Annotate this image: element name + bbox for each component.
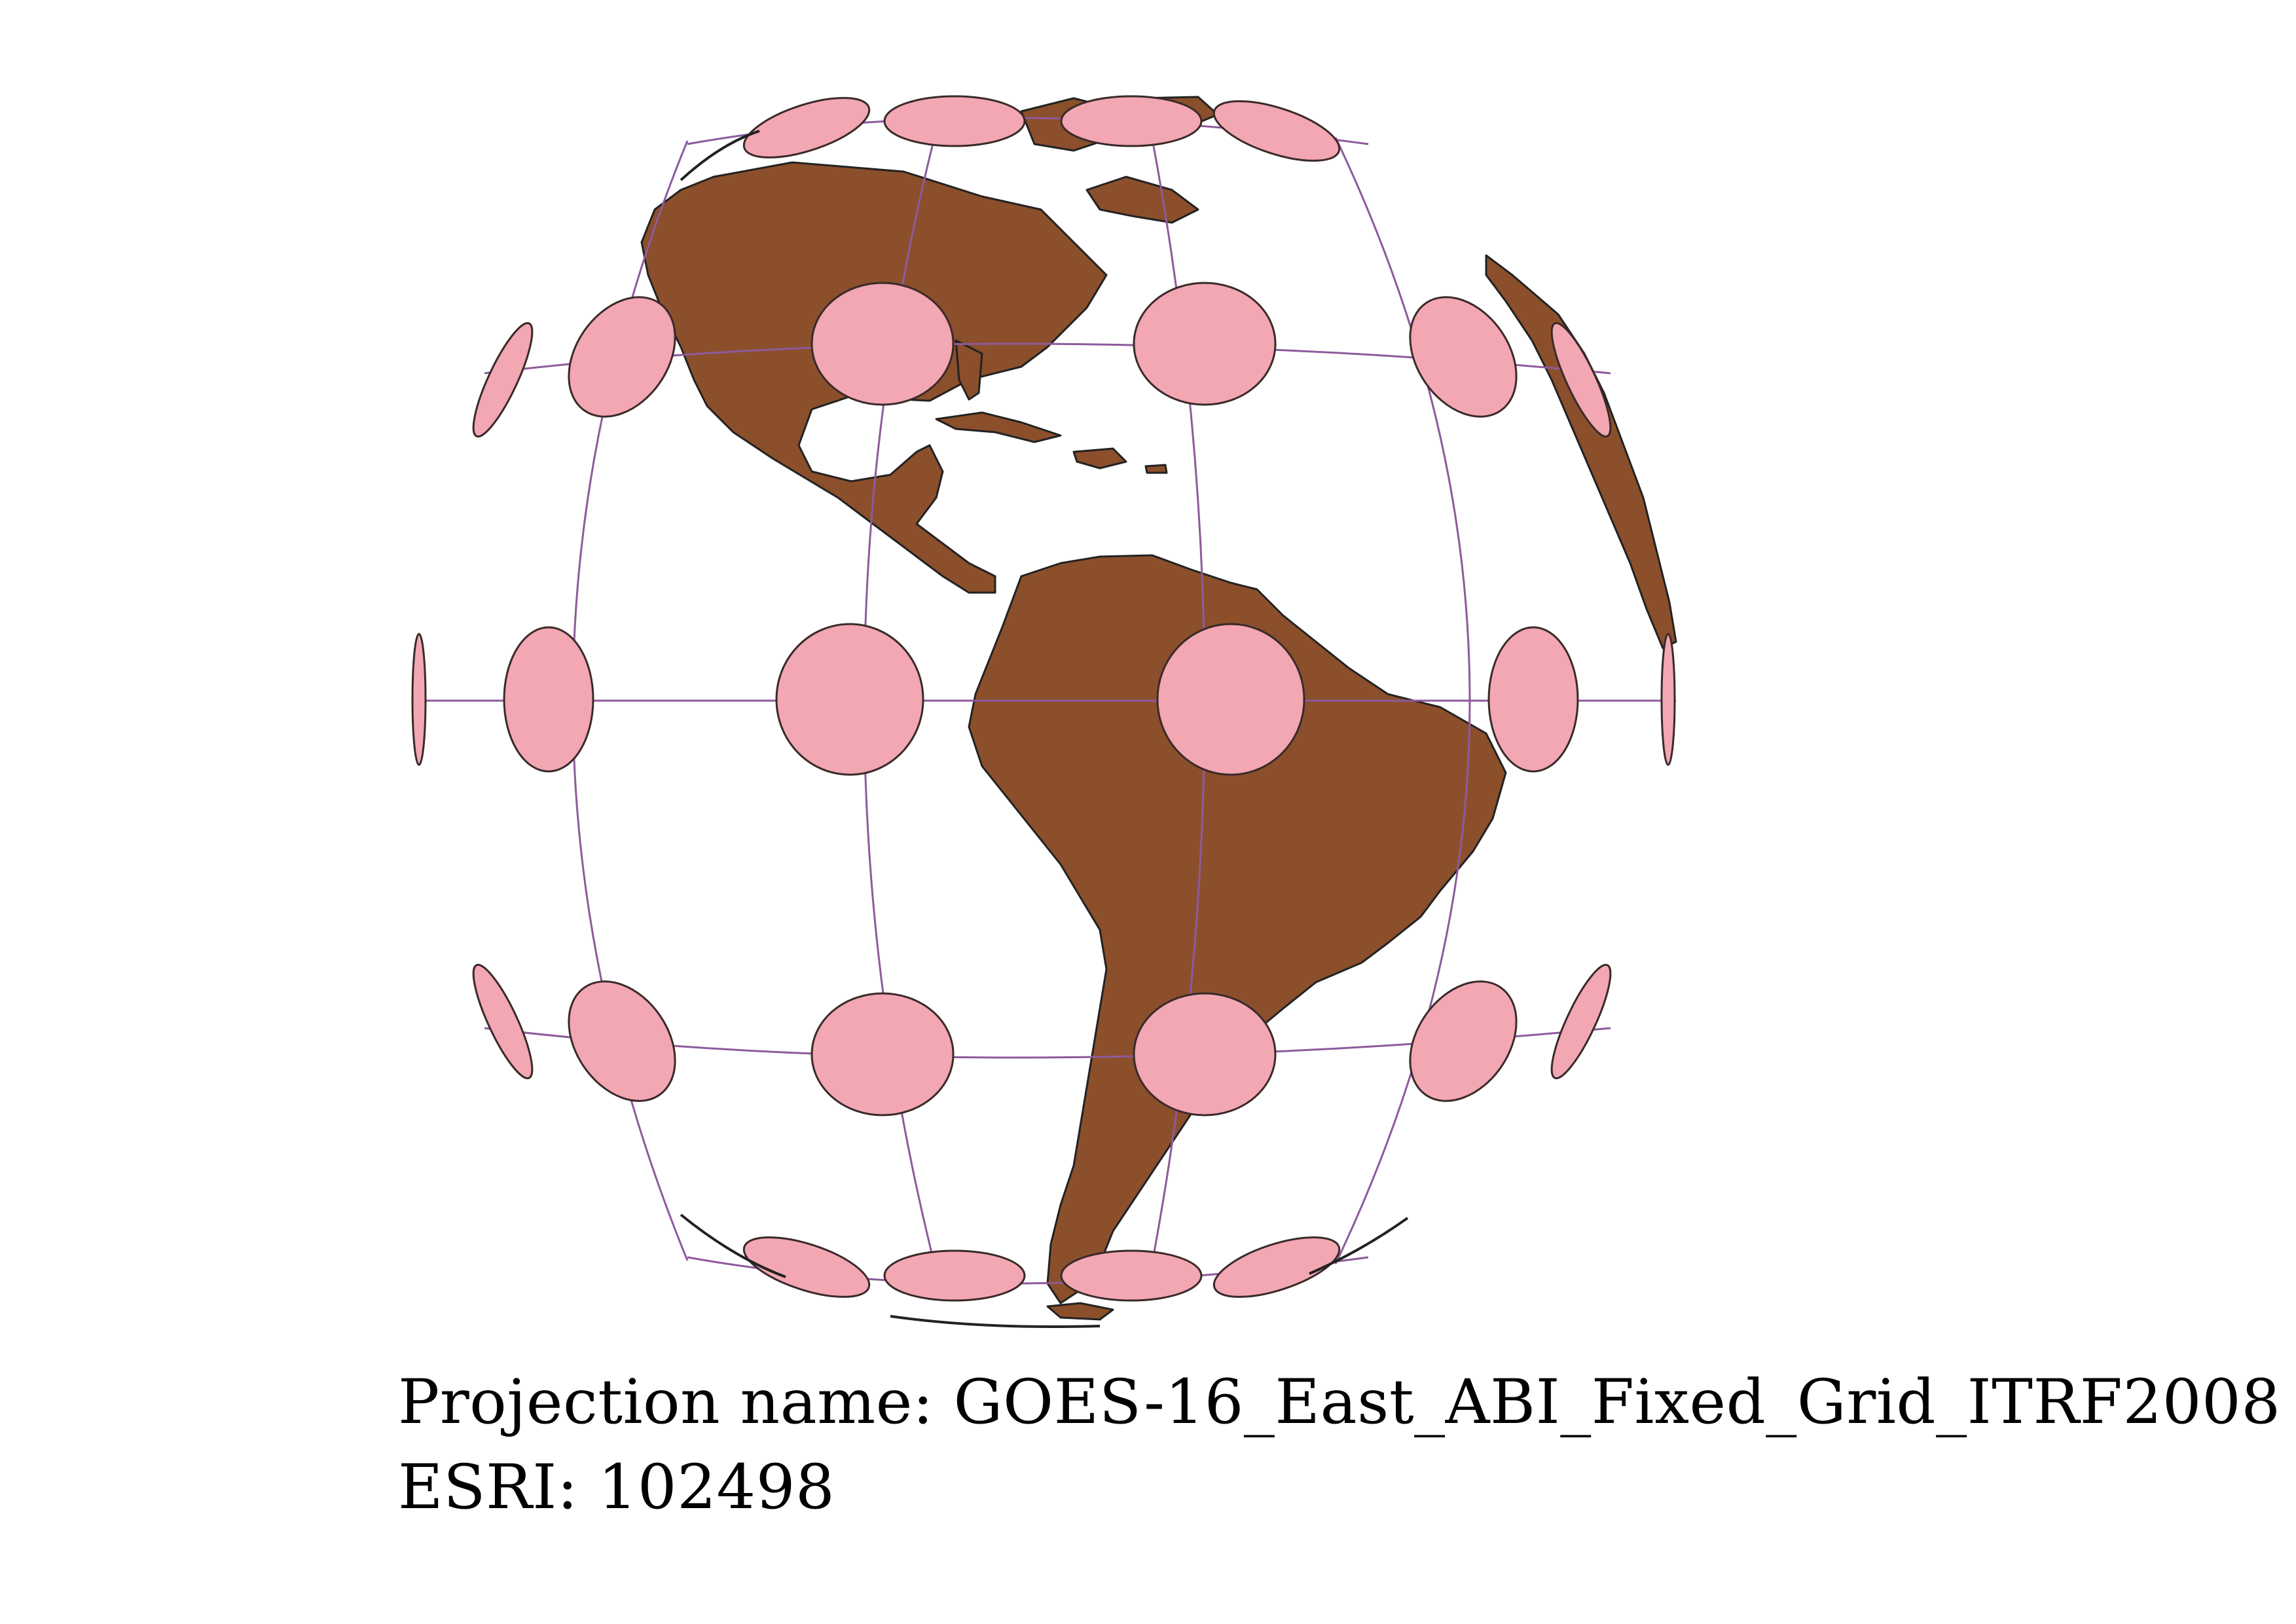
hispaniola-landmass <box>1072 447 1127 470</box>
antarctic-limb-arc-3 <box>1309 1217 1409 1275</box>
tissot-ellipse <box>1660 633 1676 766</box>
tissot-ellipse <box>1409 980 1518 1102</box>
tissot-ellipse <box>1212 100 1341 162</box>
tissot-ellipse <box>1212 1236 1341 1298</box>
code-value: 102498 <box>598 1452 835 1523</box>
tissot-ellipse <box>1060 95 1203 147</box>
meridian-line-neg45 <box>1334 137 1471 1264</box>
projection-caption: Projection name: GOES-16_East_ABI_Fixed_… <box>398 1372 2281 1433</box>
tissot-ellipse <box>775 623 924 776</box>
tissot-ellipse <box>1550 963 1612 1080</box>
projection-label: Projection name: <box>398 1367 934 1438</box>
iberia-sliver <box>1485 254 1677 650</box>
arctic-limb-arc <box>680 130 760 181</box>
antarctic-limb-arc <box>680 1213 786 1278</box>
tissot-ellipse <box>883 95 1026 147</box>
tissot-ellipse <box>883 1249 1026 1302</box>
tissot-ellipse <box>1487 626 1579 773</box>
tissot-ellipse <box>1550 322 1612 438</box>
code-label: ESRI: <box>398 1452 579 1523</box>
tissot-ellipse <box>742 1236 871 1298</box>
labrador-coast <box>1085 175 1199 224</box>
tissot-ellipse <box>1156 623 1305 776</box>
south-america-landmass <box>968 554 1507 1304</box>
florida-landmass <box>955 339 983 401</box>
tissot-ellipse <box>1133 282 1277 406</box>
tissot-ellipse <box>568 296 676 418</box>
limb-arcs <box>680 130 1409 1328</box>
cuba-landmass <box>935 411 1062 443</box>
tissot-layer <box>411 95 1676 1302</box>
land-layer <box>640 96 1677 1321</box>
puerto-rico-landmass <box>1144 464 1168 474</box>
tissot-ellipse <box>503 626 594 773</box>
antarctic-limb-arc-2 <box>890 1315 1101 1328</box>
tissot-ellipse <box>811 992 955 1116</box>
tissot-ellipse <box>472 322 534 438</box>
tissot-ellipse <box>811 282 955 406</box>
tissot-ellipse <box>411 633 427 766</box>
tissot-ellipse <box>568 980 676 1102</box>
projection-value: GOES-16_East_ABI_Fixed_Grid_ITRF2008 <box>953 1367 2281 1438</box>
code-caption: ESRI: 102498 <box>398 1457 835 1519</box>
tissot-ellipse <box>1409 296 1518 418</box>
tierra-del-fuego <box>1046 1302 1114 1321</box>
tissot-ellipse <box>1060 1249 1203 1302</box>
tissot-ellipse <box>472 963 534 1080</box>
tissot-ellipse <box>1133 992 1277 1116</box>
tissot-ellipse <box>742 97 871 158</box>
